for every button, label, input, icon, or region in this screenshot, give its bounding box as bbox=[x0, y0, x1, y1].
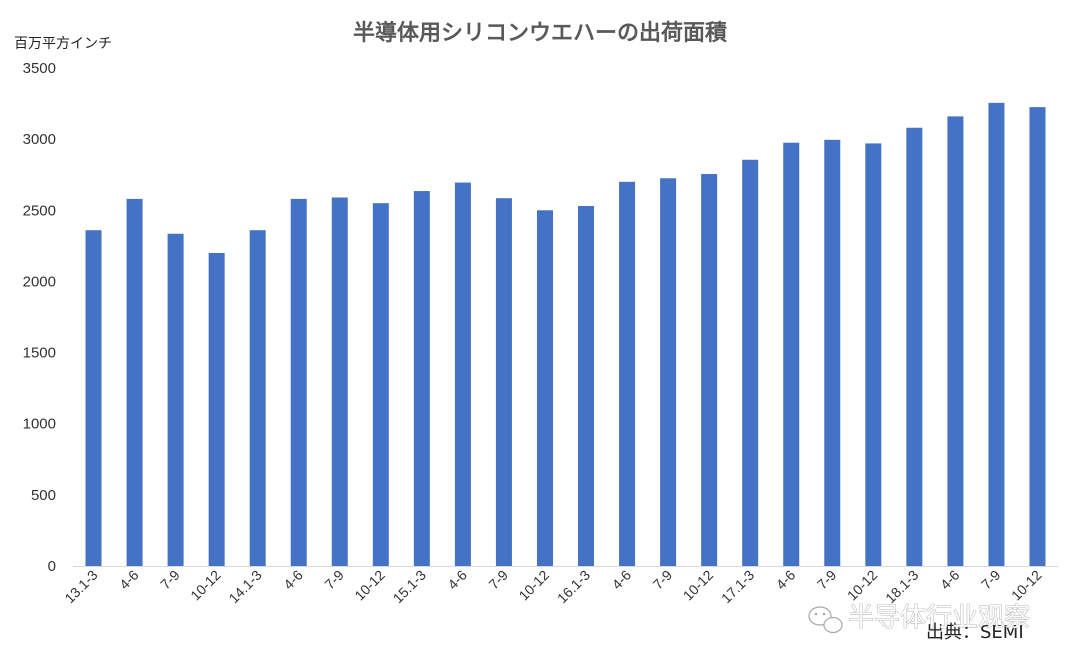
bar bbox=[619, 181, 636, 566]
bar bbox=[413, 191, 430, 566]
y-tick-label: 1000 bbox=[23, 416, 56, 433]
bar bbox=[824, 139, 841, 566]
bar-series bbox=[85, 102, 1046, 567]
bar bbox=[454, 182, 471, 567]
x-tick-label: 14.1-3 bbox=[225, 567, 265, 607]
x-tick-label: 4-6 bbox=[609, 567, 635, 593]
watermark: 半导体行业观察 bbox=[808, 603, 1030, 634]
x-tick-label: 7-9 bbox=[485, 567, 511, 593]
x-tick-label: 4-6 bbox=[116, 567, 142, 593]
y-tick-label: 3500 bbox=[23, 60, 56, 77]
bar bbox=[372, 203, 389, 567]
x-tick-label: 17.1-3 bbox=[718, 567, 758, 607]
y-axis-ticks: 0 500 1000 1500 2000 2500 3000 3500 bbox=[23, 60, 56, 575]
x-tick-label: 7-9 bbox=[157, 567, 183, 593]
source-note: 出典：SEMI bbox=[926, 622, 1024, 643]
bar bbox=[290, 198, 307, 566]
bar bbox=[660, 178, 677, 566]
bar bbox=[495, 198, 512, 566]
bar bbox=[249, 230, 266, 566]
bar bbox=[701, 174, 718, 566]
bar bbox=[126, 198, 143, 566]
x-tick-label: 7-9 bbox=[650, 567, 676, 593]
bar bbox=[947, 116, 964, 566]
bar bbox=[167, 233, 184, 566]
bar bbox=[742, 159, 759, 566]
bar bbox=[536, 210, 553, 567]
y-tick-label: 2500 bbox=[23, 202, 56, 219]
wechat-icon bbox=[808, 606, 843, 634]
bar bbox=[906, 127, 923, 566]
x-tick-label: 10-12 bbox=[680, 567, 717, 604]
x-tick-label: 4-6 bbox=[280, 567, 306, 593]
x-tick-label: 16.1-3 bbox=[554, 567, 594, 607]
y-tick-label: 1500 bbox=[23, 345, 56, 362]
x-tick-label: 15.1-3 bbox=[390, 567, 430, 607]
y-tick-label: 2000 bbox=[23, 273, 56, 290]
x-tick-label: 4-6 bbox=[937, 567, 963, 593]
x-tick-label: 7-9 bbox=[814, 567, 840, 593]
bar bbox=[85, 230, 102, 566]
x-tick-label: 10-12 bbox=[187, 567, 224, 604]
bar bbox=[783, 142, 800, 566]
x-tick-label: 10-12 bbox=[515, 567, 552, 604]
x-tick-label: 10-12 bbox=[351, 567, 388, 604]
y-tick-label: 0 bbox=[48, 558, 56, 575]
x-tick-label: 10-12 bbox=[1008, 567, 1045, 604]
bar bbox=[1029, 107, 1046, 566]
y-tick-label: 500 bbox=[31, 487, 56, 504]
y-tick-label: 3000 bbox=[23, 131, 56, 148]
bar bbox=[578, 206, 595, 566]
bar bbox=[331, 197, 348, 567]
x-tick-label: 7-9 bbox=[321, 567, 347, 593]
x-tick-label: 10-12 bbox=[844, 567, 881, 604]
bar bbox=[865, 143, 882, 566]
x-tick-label: 13.1-3 bbox=[61, 567, 101, 607]
x-tick-label: 7-9 bbox=[978, 567, 1004, 593]
x-tick-label: 4-6 bbox=[773, 567, 799, 593]
bar bbox=[208, 252, 225, 566]
x-tick-label: 18.1-3 bbox=[882, 567, 922, 607]
y-axis-label: 百万平方インチ bbox=[14, 36, 112, 52]
watermark-text: 半导体行业观察 bbox=[848, 603, 1030, 633]
x-tick-label: 4-6 bbox=[444, 567, 470, 593]
chart-title: 半導体用シリコンウエハーの出荷面積 bbox=[353, 20, 728, 46]
bar bbox=[988, 102, 1005, 567]
x-axis-ticks: 13.1-3 4-6 7-9 10-12 14.1-3 4-6 7-9 10-12 15.1-3… bbox=[61, 567, 1044, 607]
